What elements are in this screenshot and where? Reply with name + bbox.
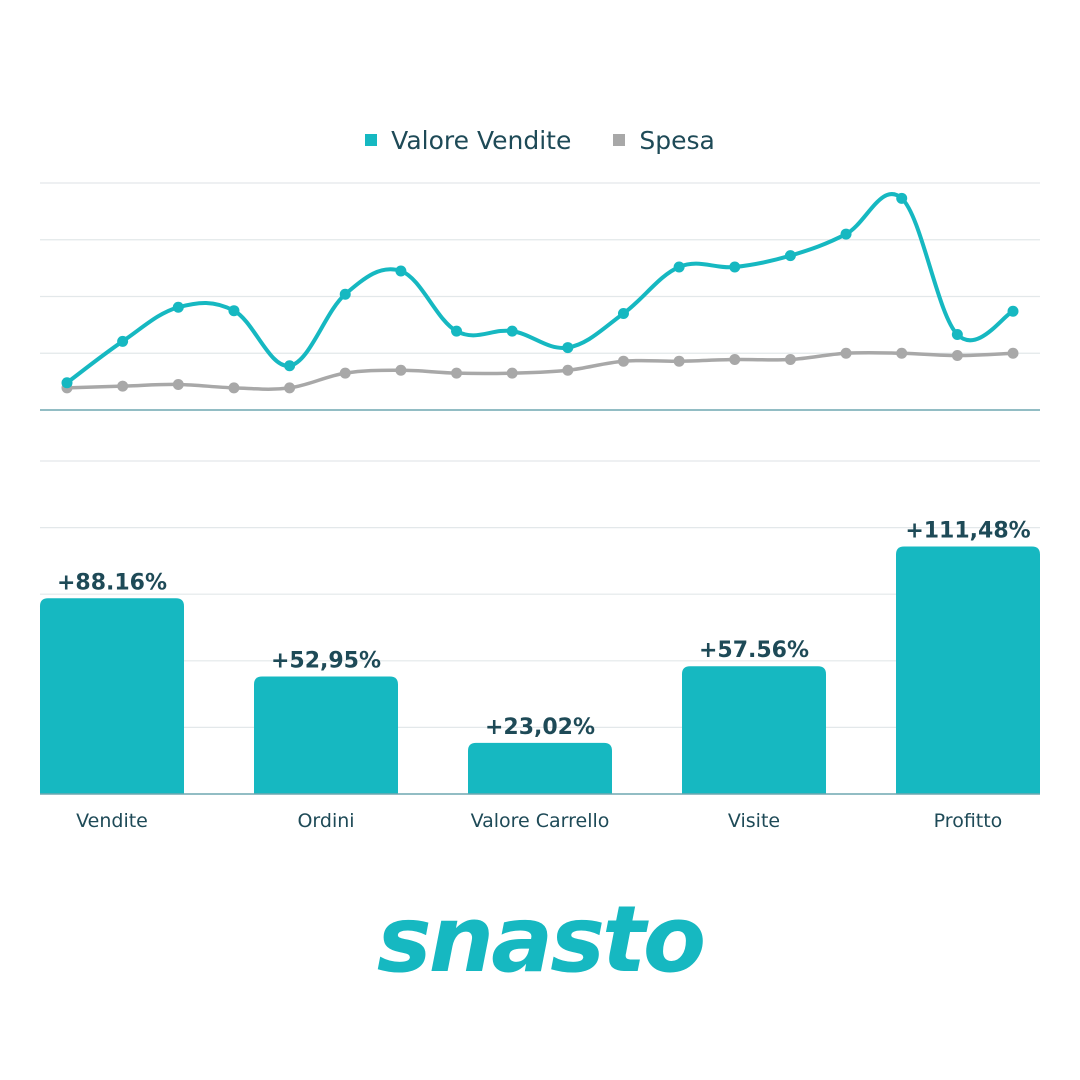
data-point-valore-vendite-15	[840, 228, 852, 240]
data-point-valore-vendite-10	[562, 342, 574, 354]
data-point-spesa-15	[840, 347, 852, 359]
bar-value-label-visite: +57.56%	[699, 638, 809, 663]
bar-valore-carrello	[468, 742, 612, 794]
brand-logo: snasto	[376, 886, 706, 993]
data-point-valore-vendite-13	[729, 261, 741, 273]
data-point-valore-vendite-11	[617, 308, 629, 320]
bar-ordini	[254, 676, 398, 794]
legend-label-spesa: Spesa	[639, 125, 715, 155]
legend-swatch-spesa	[613, 134, 626, 146]
data-point-spesa-9	[506, 367, 518, 379]
bar-value-label-profitto: +111,48%	[905, 519, 1030, 544]
bar-category-label-visite: Visite	[728, 810, 780, 832]
data-point-spesa-17	[951, 350, 963, 362]
bar-visite	[682, 666, 826, 794]
bar-category-label-profitto: Profitto	[934, 810, 1003, 832]
data-point-spesa-14	[784, 353, 796, 365]
bar-profitto	[896, 546, 1040, 794]
bar-chart: +88.16% Vendite +52,95% Ordini +23,02% Valore…	[40, 460, 1040, 832]
bar-category-label-ordini: Ordini	[297, 810, 354, 832]
data-point-spesa-6	[339, 367, 351, 379]
data-point-valore-vendite-7	[395, 265, 407, 277]
data-point-valore-vendite-5	[284, 360, 296, 372]
legend-label-valore-vendite: Valore Vendite	[391, 125, 572, 155]
data-point-spesa-12	[673, 355, 685, 367]
chart-legend: Valore Vendite Spesa	[0, 120, 1080, 160]
data-point-valore-vendite-4	[228, 305, 240, 317]
data-point-spesa-7	[395, 364, 407, 376]
data-point-valore-vendite-1	[61, 377, 73, 389]
data-point-spesa-13	[729, 353, 741, 365]
series-line-spesa	[65, 350, 1015, 391]
data-point-spesa-2	[117, 380, 129, 392]
bar-value-label-ordini: +52,95%	[271, 648, 381, 673]
bar-value-label-vendite: +88.16%	[57, 570, 167, 595]
legend-swatch-valore-vendite	[365, 134, 378, 146]
data-point-valore-vendite-8	[451, 325, 463, 337]
data-point-spesa-8	[451, 367, 463, 379]
data-point-valore-vendite-9	[506, 325, 518, 337]
data-point-valore-vendite-14	[784, 250, 796, 262]
data-point-spesa-10	[562, 364, 574, 376]
bar-vendite	[40, 598, 184, 794]
data-point-valore-vendite-17	[951, 329, 963, 341]
data-point-valore-vendite-3	[172, 301, 184, 313]
bar-category-label-vendite: Vendite	[76, 810, 148, 832]
line-chart	[40, 182, 1040, 411]
data-point-spesa-18	[1007, 347, 1019, 359]
data-point-valore-vendite-6	[339, 288, 351, 300]
data-point-valore-vendite-16	[896, 192, 908, 204]
bar-category-label-valore-carrello: Valore Carrello	[471, 810, 610, 832]
data-point-spesa-5	[284, 382, 296, 394]
data-point-valore-vendite-12	[673, 261, 685, 273]
data-point-spesa-11	[617, 355, 629, 367]
data-point-spesa-4	[228, 382, 240, 394]
legend-item-valore-vendite: Valore Vendite	[365, 126, 571, 155]
bar-value-label-valore-carrello: +23,02%	[485, 715, 595, 740]
legend-item-spesa: Spesa	[613, 125, 715, 155]
data-point-spesa-16	[896, 347, 908, 359]
data-point-valore-vendite-18	[1007, 305, 1019, 317]
data-point-spesa-3	[172, 378, 184, 390]
data-point-valore-vendite-2	[117, 335, 129, 347]
